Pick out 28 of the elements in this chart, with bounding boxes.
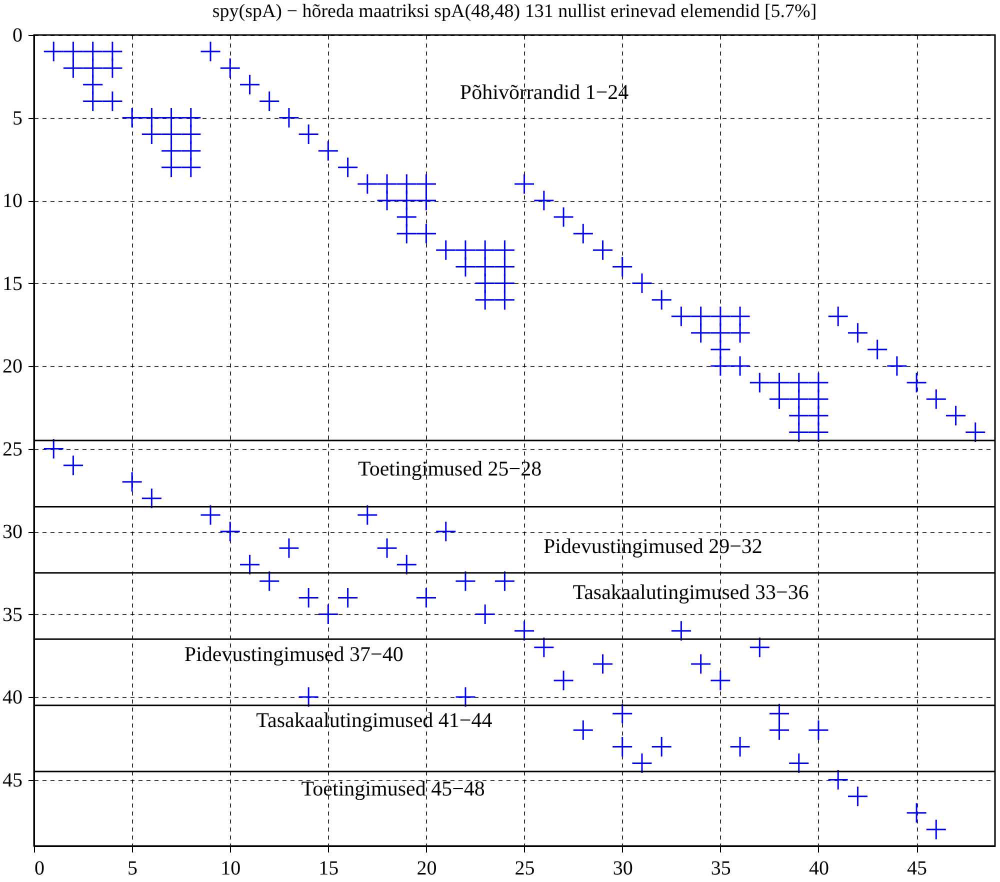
y-tick-label: 30	[2, 521, 22, 544]
y-tick-label: 0	[12, 24, 22, 46]
x-tick-label: 10	[220, 858, 241, 880]
x-tick-label: 20	[416, 858, 437, 880]
x-tick-label: 45	[907, 858, 928, 880]
y-tick-label: 15	[2, 272, 22, 295]
y-tick-label: 5	[12, 107, 22, 130]
chart-title: spy(spA) − hõreda maatriksi spA(48,48) 131 nullist erinevad elemendid [5.7%]	[212, 1, 817, 22]
x-tick-label: 0	[34, 858, 44, 880]
y-tick-label: 35	[2, 604, 22, 626]
annotation: Pidevustingimused 29−32	[544, 534, 762, 558]
y-tick-label: 25	[2, 438, 22, 460]
annotation: Toetingimused 25−28	[358, 456, 542, 481]
annotation: Tasakaalutingimused 33−36	[572, 580, 809, 604]
x-tick-label: 30	[612, 858, 633, 880]
x-tick-label: 25	[514, 858, 535, 880]
y-tick-label: 45	[2, 769, 22, 792]
x-tick-label: 35	[710, 858, 731, 880]
annotation: Toetingimused 45−48	[301, 776, 485, 800]
x-tick-label: 5	[128, 858, 138, 880]
annotation: Põhivõrrandid 1−24	[460, 80, 630, 104]
annotation: Tasakaalutingimused 41−44	[256, 708, 493, 732]
y-tick-label: 20	[2, 356, 22, 378]
y-tick-label: 10	[2, 190, 22, 212]
y-tick-label: 40	[2, 686, 22, 709]
x-tick-label: 40	[808, 858, 829, 880]
x-tick-label: 15	[318, 858, 339, 880]
annotation: Pidevustingimused 37−40	[184, 642, 404, 666]
